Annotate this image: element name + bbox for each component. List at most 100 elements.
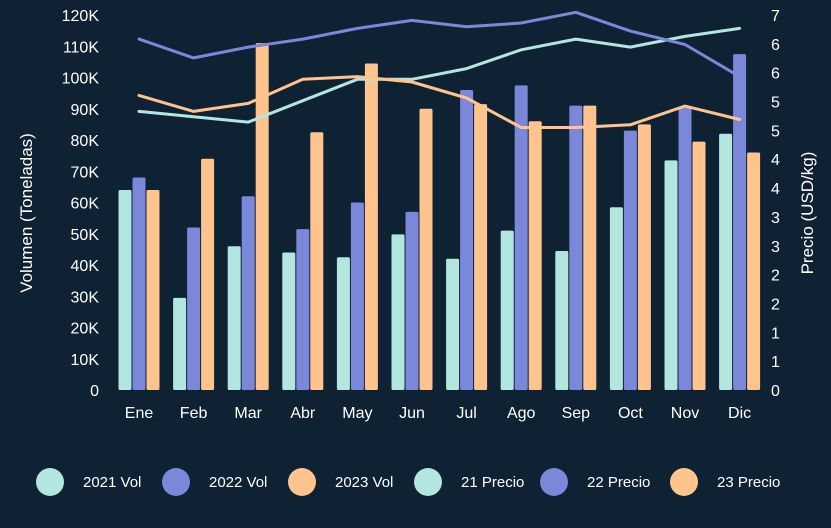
legend-item: 2023 Vol [288, 468, 393, 496]
y2-tick-label: 2 [771, 268, 780, 285]
legend-item: 22 Precio [540, 468, 650, 496]
y2-tick-label: 2 [771, 296, 780, 313]
bar-2022-vol [350, 202, 364, 390]
legend: 2021 Vol 2022 Vol 2023 Vol 21 Precio 22 Prec… [36, 468, 780, 496]
y-tick-label: 10K [71, 352, 100, 369]
legend-label: 2023 Vol [335, 474, 393, 491]
y2-tick-label: 3 [771, 210, 780, 227]
bar-2023-vol [747, 152, 761, 390]
bar-2023-vol [528, 121, 542, 390]
bar-2021-vol [227, 246, 241, 390]
bar-2022-vol [514, 85, 528, 390]
y2-tick-label: 3 [771, 239, 780, 256]
bar-2023-vol [364, 63, 378, 390]
bar-2021-vol [664, 160, 678, 390]
y-tick-label: 70K [71, 164, 100, 181]
legend-swatch [162, 468, 190, 496]
legend-label: 2021 Vol [83, 474, 141, 491]
right-axis-title: Precio (USD/kg) [798, 152, 817, 275]
x-tick-label: Sep [562, 405, 591, 422]
left-axis-title: Volumen (Toneladas) [17, 133, 36, 293]
bar-2023-vol [583, 105, 597, 390]
legend-swatch [670, 468, 698, 496]
bar-2021-vol [282, 252, 296, 390]
bar-2021-vol [555, 250, 569, 390]
bar-2022-vol [187, 227, 201, 390]
bar-2022-vol [733, 54, 747, 390]
line-22-precio [137, 10, 742, 79]
y-tick-label: 0 [90, 383, 99, 400]
bar-2021-vol [173, 297, 187, 390]
legend-swatch [540, 468, 568, 496]
x-tick-label: Ene [125, 405, 154, 422]
legend-label: 2022 Vol [209, 474, 267, 491]
y2-tick-label: 1 [771, 354, 780, 371]
bar-2021-vol [500, 230, 514, 390]
x-tick-label: Ago [507, 405, 536, 422]
x-tick-label: Abr [290, 405, 316, 422]
y2-tick-label: 5 [771, 95, 780, 112]
legend-swatch [288, 468, 316, 496]
right-axis-ticks: 0 1 1 2 2 3 3 4 4 5 5 6 6 7 [771, 8, 780, 400]
y-tick-label: 110K [63, 39, 100, 56]
x-tick-label: Feb [180, 405, 208, 422]
legend-item: 2022 Vol [162, 468, 267, 496]
legend-swatch [36, 468, 64, 496]
legend-item: 23 Precio [670, 468, 780, 496]
y-tick-label: 40K [71, 258, 100, 275]
bar-2023-vol [310, 132, 324, 390]
y-tick-label: 30K [71, 289, 100, 306]
bar-2021-vol [391, 234, 405, 390]
y-tick-label: 20K [71, 321, 100, 338]
y-tick-label: 90K [71, 102, 100, 119]
x-tick-label: Dic [728, 405, 751, 422]
legend-label: 23 Precio [717, 474, 780, 491]
bar-2023-vol [474, 104, 488, 390]
legend-label: 22 Precio [587, 474, 650, 491]
bar-2022-vol [678, 107, 692, 390]
bar-2021-vol [336, 257, 350, 390]
y2-tick-label: 7 [771, 8, 780, 25]
bar-layer [118, 43, 761, 390]
bar-2023-vol [146, 190, 160, 390]
x-tick-label: Jun [399, 405, 425, 422]
y2-tick-label: 5 [771, 123, 780, 140]
bar-2021-vol [118, 190, 132, 390]
bar-2023-vol [201, 158, 215, 390]
y2-tick-label: 0 [771, 383, 780, 400]
legend-swatch [414, 468, 442, 496]
y2-tick-label: 4 [771, 152, 780, 169]
bar-2023-vol [419, 108, 433, 390]
y2-tick-label: 1 [771, 325, 780, 342]
y-tick-label: 50K [71, 227, 100, 244]
line-23-precio [137, 75, 742, 129]
x-tick-label: May [342, 405, 372, 422]
x-axis-ticks: Ene Feb Mar Abr May Jun Jul Ago Sep Oct Nov Dic [125, 405, 751, 422]
bar-2022-vol [460, 90, 474, 390]
bar-2023-vol [255, 43, 269, 390]
bar-2022-vol [405, 211, 419, 390]
bar-2022-vol [569, 105, 583, 390]
bar-2022-vol [132, 177, 146, 390]
y2-tick-label: 6 [771, 37, 780, 54]
bar-2021-vol [719, 133, 733, 390]
bar-2023-vol [692, 141, 706, 390]
bar-2021-vol [609, 207, 623, 390]
legend-item: 2021 Vol [36, 468, 141, 496]
left-axis-ticks: 0 10K 20K 30K 40K 50K 60K 70K 80K 90K 100K 110K 120K [62, 8, 100, 400]
x-tick-label: Jul [456, 405, 476, 422]
line-21-precio [137, 26, 742, 124]
y-tick-label: 120K [62, 8, 100, 25]
bar-2023-vol [637, 124, 651, 390]
y2-tick-label: 6 [771, 66, 780, 83]
legend-label: 21 Precio [461, 474, 524, 491]
legend-item: 21 Precio [414, 468, 524, 496]
line-layer [137, 10, 742, 129]
x-tick-label: Oct [618, 405, 643, 422]
y2-tick-label: 4 [771, 181, 780, 198]
x-tick-label: Mar [234, 405, 262, 422]
bar-2022-vol [241, 196, 255, 390]
x-tick-label: Nov [671, 405, 699, 422]
